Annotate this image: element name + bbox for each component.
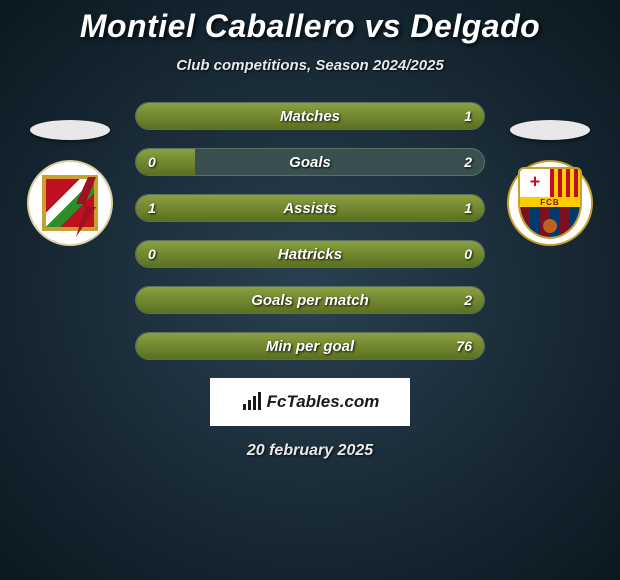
stat-row: 0 Goals 2 bbox=[135, 148, 485, 176]
stat-value-right: 2 bbox=[464, 292, 472, 308]
credit-text: FcTables.com bbox=[267, 392, 380, 412]
stat-row: Matches 1 bbox=[135, 102, 485, 130]
left-team-badge bbox=[20, 120, 120, 246]
chart-icon bbox=[241, 392, 263, 412]
stats-container: Matches 1 0 Goals 2 1 Assists 1 0 Hattricks 0 Goals… bbox=[135, 102, 485, 360]
stat-label: Hattricks bbox=[278, 246, 342, 263]
comparison-title: Montiel Caballero vs Delgado bbox=[0, 0, 620, 45]
badge-shadow-ellipse bbox=[30, 120, 110, 140]
stat-label: Min per goal bbox=[266, 338, 354, 355]
stat-fill-left bbox=[136, 149, 195, 175]
stat-label: Goals bbox=[289, 154, 331, 171]
stat-row: 1 Assists 1 bbox=[135, 194, 485, 222]
stat-value-right: 2 bbox=[464, 154, 472, 170]
barca-crest-icon: FCB bbox=[507, 160, 593, 246]
stat-row: Min per goal 76 bbox=[135, 332, 485, 360]
stat-row: 0 Hattricks 0 bbox=[135, 240, 485, 268]
stat-value-right: 1 bbox=[464, 108, 472, 124]
stat-value-left: 1 bbox=[148, 200, 156, 216]
stat-row: Goals per match 2 bbox=[135, 286, 485, 314]
credit-badge: FcTables.com bbox=[210, 378, 410, 426]
stat-label: Assists bbox=[283, 200, 336, 217]
stat-value-right: 0 bbox=[464, 246, 472, 262]
comparison-subtitle: Club competitions, Season 2024/2025 bbox=[0, 57, 620, 74]
comparison-date: 20 february 2025 bbox=[0, 442, 620, 460]
stat-label: Matches bbox=[280, 108, 340, 125]
right-team-badge: FCB bbox=[500, 120, 600, 246]
stat-value-left: 0 bbox=[148, 154, 156, 170]
stat-label: Goals per match bbox=[251, 292, 369, 309]
badge-shadow-ellipse bbox=[510, 120, 590, 140]
stat-value-left: 0 bbox=[148, 246, 156, 262]
rayo-crest-icon bbox=[27, 160, 113, 246]
stat-value-right: 76 bbox=[456, 338, 472, 354]
stat-value-right: 1 bbox=[464, 200, 472, 216]
